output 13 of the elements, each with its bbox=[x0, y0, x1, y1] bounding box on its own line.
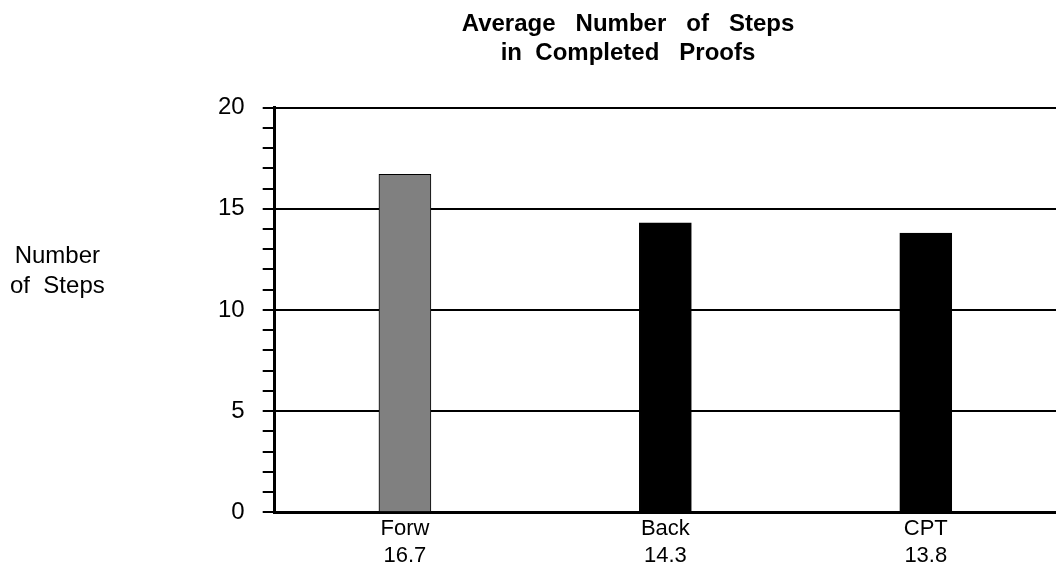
data-label: 13.8 bbox=[904, 541, 948, 567]
y-tick-label: 15 bbox=[217, 193, 245, 221]
y-axis-title: Number of Steps bbox=[10, 240, 105, 300]
x-tick-label: Back bbox=[640, 515, 691, 541]
y-tick-label: 10 bbox=[217, 294, 245, 322]
x-tick-label: CPT bbox=[903, 515, 948, 541]
y-tick-label: 5 bbox=[231, 395, 245, 423]
y-tick-label: 0 bbox=[231, 496, 245, 524]
chart-title: Average Number of Steps in Completed Proofs bbox=[461, 9, 795, 65]
data-label: 16.7 bbox=[383, 541, 427, 567]
y-tick-label: 20 bbox=[217, 92, 245, 120]
x-tick-label: Forw bbox=[380, 515, 430, 541]
data-label: 14.3 bbox=[643, 541, 687, 567]
